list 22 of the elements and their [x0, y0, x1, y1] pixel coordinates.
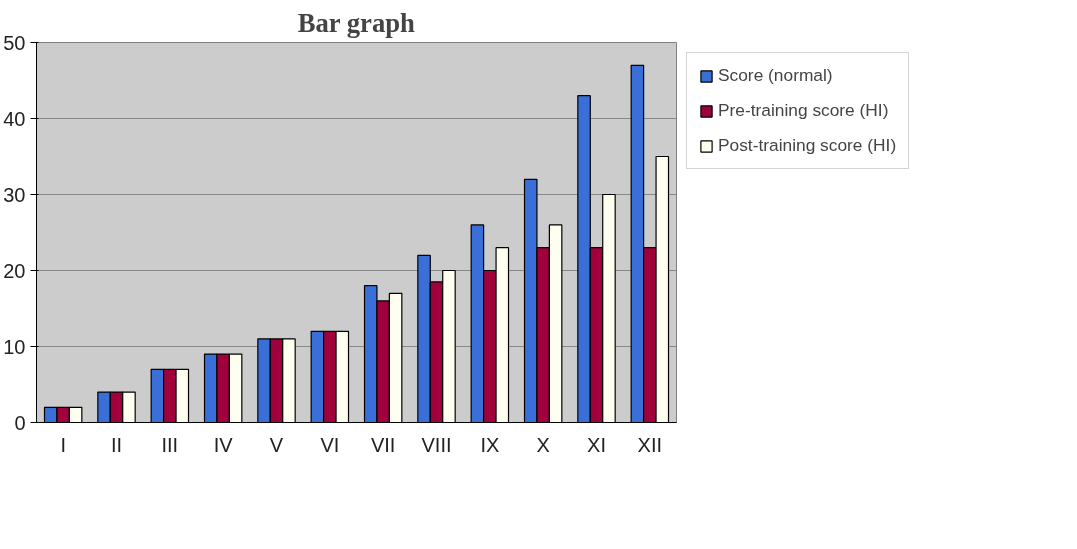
x-tick-label: XII [637, 433, 663, 456]
legend-label: Post-training score (HI) [718, 135, 897, 156]
x-tick-label: XI [587, 433, 606, 456]
y-tick-label: 30 [3, 183, 26, 206]
x-tick-label: X [536, 433, 550, 456]
y-tick-label: 50 [3, 31, 26, 54]
legend-label: Pre-training score (HI) [718, 100, 889, 121]
legend-label: Score (normal) [718, 65, 833, 86]
x-tick-label: V [269, 433, 284, 456]
x-tick-label: VIII [421, 433, 452, 456]
x-tick-label: I [60, 433, 66, 456]
x-tick-label: IX [480, 433, 500, 456]
y-tick-label: 40 [3, 107, 26, 130]
x-tick-label: VII [370, 433, 396, 456]
y-tick-label: 20 [3, 259, 26, 282]
y-tick-label: 10 [3, 335, 26, 358]
x-tick-label: IV [213, 433, 234, 456]
y-tick-label: 0 [14, 411, 26, 434]
x-tick-label: II [110, 433, 123, 456]
chart-title: Bar graph [297, 7, 416, 38]
x-tick-label: III [161, 433, 179, 456]
x-tick-label: VI [320, 433, 340, 456]
